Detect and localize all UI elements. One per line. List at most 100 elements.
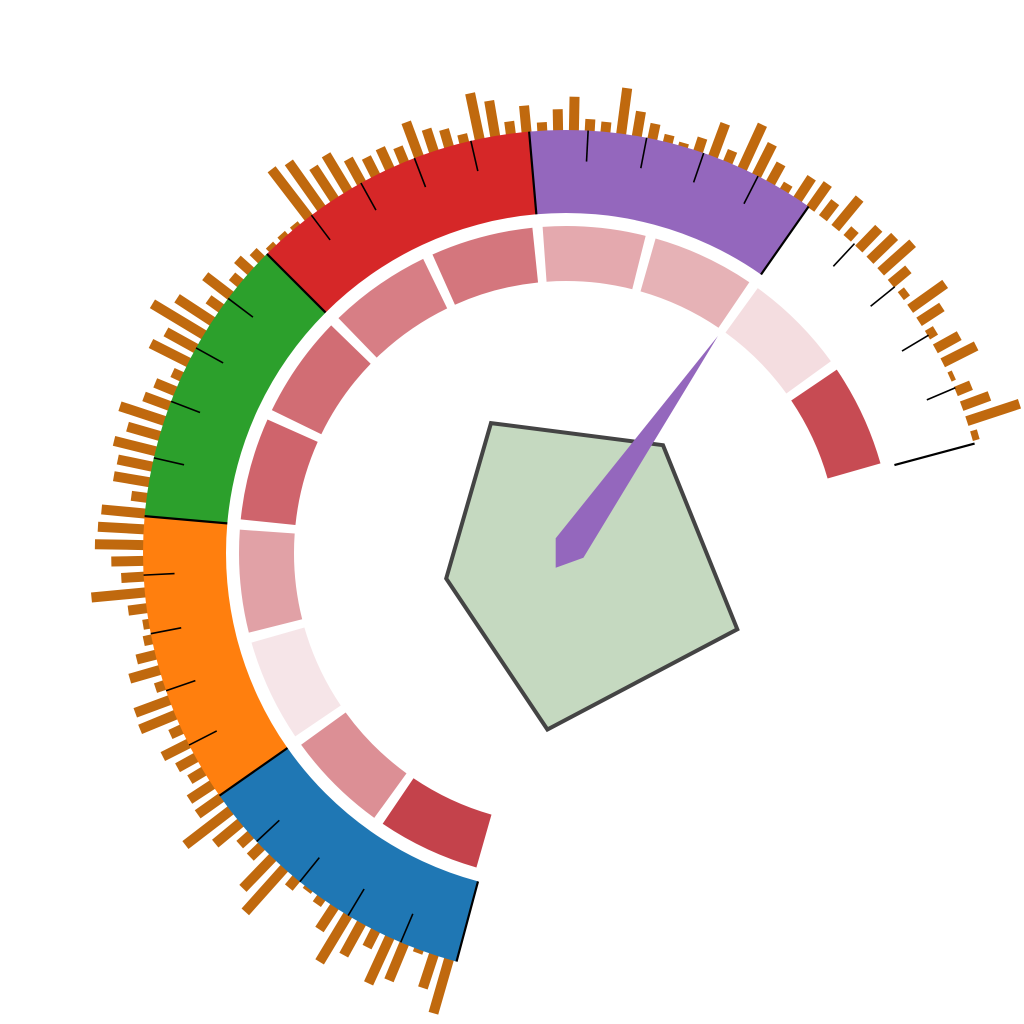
- major-tick: [528, 131, 538, 215]
- radial-bar: [970, 429, 980, 441]
- radial-bar: [236, 830, 255, 849]
- radial-bar: [362, 927, 381, 950]
- radial-bar: [315, 903, 340, 933]
- radial-bar: [421, 127, 439, 154]
- radial-bar: [959, 391, 992, 411]
- minor-tick: [870, 286, 896, 307]
- radar-polygon-group: [444, 420, 740, 733]
- radial-bar: [418, 952, 439, 990]
- radial-bar: [315, 911, 353, 965]
- radial-bar: [153, 378, 179, 397]
- radial-bar: [600, 121, 612, 134]
- radial-bar: [239, 853, 277, 892]
- color-band: [143, 516, 288, 796]
- radial-bar: [877, 239, 916, 276]
- major-tick: [455, 881, 480, 962]
- minor-tick: [170, 400, 201, 414]
- radial-bar: [616, 87, 633, 136]
- radial-bar: [111, 555, 145, 567]
- radial-bar: [284, 159, 326, 212]
- radial-bar: [737, 122, 767, 172]
- minor-tick: [227, 297, 254, 318]
- heat-segment: [301, 712, 407, 818]
- radial-bar: [234, 255, 255, 276]
- radial-bar: [160, 738, 192, 761]
- radial-bar: [142, 618, 151, 630]
- radial-bar: [94, 539, 145, 551]
- radial-bar: [818, 199, 840, 222]
- minor-tick: [743, 175, 759, 205]
- radial-bar: [112, 471, 151, 488]
- radial-bar: [118, 401, 167, 426]
- minor-tick: [153, 457, 185, 466]
- heat-segment: [251, 627, 341, 737]
- radial-bar: [101, 504, 147, 519]
- major-tick: [894, 442, 975, 467]
- radial-bar: [401, 120, 424, 160]
- radial-bar: [121, 571, 145, 583]
- radial-bar: [855, 224, 883, 253]
- radial-bar: [932, 331, 962, 354]
- minor-tick: [360, 182, 377, 211]
- radial-bar: [384, 940, 410, 983]
- heat-segment: [725, 288, 831, 394]
- radial-bar: [343, 156, 367, 187]
- radial-bar: [484, 99, 501, 138]
- radial-bar: [168, 724, 185, 740]
- radial-bar: [439, 128, 454, 149]
- heat-segment: [542, 226, 646, 290]
- radial-bar: [866, 232, 899, 264]
- major-tick: [266, 253, 327, 314]
- radial-bar: [897, 287, 911, 301]
- radial-bar: [916, 302, 945, 327]
- heat-segment: [239, 529, 303, 633]
- radial-bar: [843, 226, 859, 242]
- minor-tick: [640, 137, 648, 169]
- radial-bar: [375, 146, 395, 172]
- minor-tick: [692, 152, 705, 183]
- radial-bar: [457, 133, 470, 145]
- minor-tick: [310, 214, 331, 241]
- radial-bar: [339, 919, 367, 958]
- color-band: [144, 253, 326, 524]
- minor-tick: [470, 140, 479, 172]
- minor-tick: [165, 679, 196, 692]
- radial-bar: [321, 152, 353, 195]
- radial-bar: [662, 133, 675, 145]
- heat-segment: [432, 227, 539, 305]
- radial-bar: [309, 164, 340, 203]
- minor-tick: [347, 888, 365, 916]
- minor-tick: [413, 157, 427, 188]
- minor-tick: [150, 627, 182, 635]
- scale-ticks: [143, 130, 975, 962]
- radial-bar: [361, 155, 381, 179]
- radial-bar: [584, 118, 596, 132]
- radial-bar: [194, 793, 225, 819]
- radial-bar: [631, 110, 646, 138]
- radial-bar: [163, 327, 200, 354]
- radial-bar: [792, 175, 816, 203]
- radial-bar: [153, 680, 167, 693]
- radial-bar: [182, 805, 235, 850]
- radial-bar: [91, 587, 147, 603]
- radial-bar: [267, 166, 314, 222]
- radial-bar: [116, 454, 154, 472]
- radial-bar: [148, 339, 192, 368]
- radial-bar: [246, 842, 266, 861]
- radial-bar: [142, 634, 154, 647]
- radial-bar: [97, 521, 145, 535]
- radial-bar: [779, 181, 793, 195]
- color-band: [266, 131, 537, 313]
- radial-bar: [202, 272, 235, 301]
- radial-bar: [133, 695, 173, 718]
- radial-bar: [135, 649, 158, 665]
- heat-segment: [338, 258, 448, 358]
- radial-bar: [126, 421, 162, 441]
- color-band: [529, 130, 809, 275]
- radial-bar: [393, 145, 410, 166]
- radial-bar: [284, 874, 301, 891]
- radial-bar: [924, 326, 939, 340]
- radial-bar: [212, 818, 245, 848]
- radial-bar: [241, 864, 289, 916]
- radial-bar: [174, 294, 216, 327]
